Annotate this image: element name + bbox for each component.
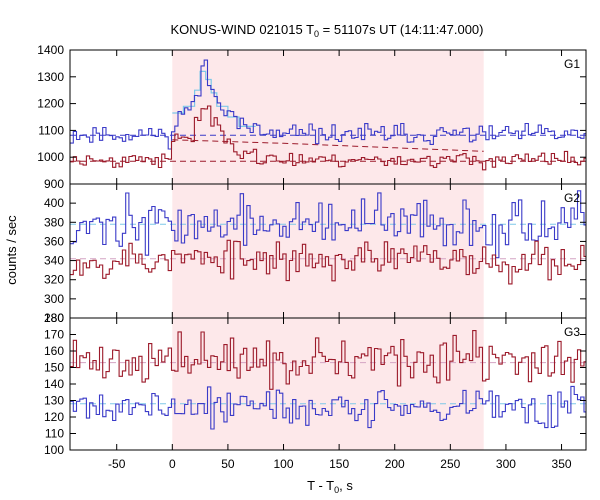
series-blue-g2 (70, 190, 586, 259)
y-tick-label-g1-1200: 1200 (37, 97, 64, 111)
y-tick-label-g3-100: 100 (44, 443, 64, 457)
series-layer (70, 59, 586, 430)
panel-label-g3: G3 (564, 325, 580, 339)
y-tick-label-g2-360: 360 (44, 234, 64, 248)
panel-label-g1: G1 (564, 57, 580, 71)
y-tick-label-g2-340: 340 (44, 254, 64, 268)
x-tick-label-0: 0 (169, 457, 176, 471)
series-red-g2 (70, 239, 586, 285)
y-tick-label-g2-280: 280 (44, 311, 64, 325)
y-tick-label-g2-320: 320 (44, 273, 64, 287)
x-tick-label--50: -50 (108, 457, 126, 471)
ticks-layer: 9001000110012001300140028030032034036038… (37, 43, 586, 471)
y-tick-label-g3-170: 170 (44, 328, 64, 342)
y-tick-label-g3-120: 120 (44, 410, 64, 424)
series-red-g3 (70, 330, 586, 390)
x-tick-label-250: 250 (440, 457, 460, 471)
shaded-interval-g3 (172, 318, 484, 450)
y-tick-label-g1-1000: 1000 (37, 150, 64, 164)
series-blue-g1 (70, 59, 586, 150)
y-tick-label-g3-180: 180 (44, 311, 64, 325)
series-blue-g3 (70, 385, 586, 430)
panel-label-g2: G2 (564, 191, 580, 205)
shaded-interval-layer (172, 50, 484, 450)
x-axis-label: T - T0, s (307, 478, 353, 495)
y-tick-label-g3-160: 160 (44, 344, 64, 358)
y-tick-label-g2-300: 300 (44, 292, 64, 306)
chart-title: KONUS-WIND 021015 T0 = 51107s UT (14:11:… (171, 22, 484, 39)
y-tick-label-g3-150: 150 (44, 361, 64, 375)
x-tick-label-300: 300 (496, 457, 516, 471)
y-axis-label: counts / sec (4, 215, 19, 285)
y-tick-label-g2-400: 400 (44, 196, 64, 210)
y-tick-label-g1-1100: 1100 (38, 123, 64, 137)
y-tick-label-g1-1400: 1400 (37, 43, 64, 57)
y-tick-label-g3-110: 110 (45, 427, 64, 441)
model-curve-g1 (172, 70, 256, 127)
x-tick-label-100: 100 (274, 457, 294, 471)
y-tick-label-g3-140: 140 (44, 377, 64, 391)
panel-labels-layer: G1 G2 G3 (564, 57, 580, 339)
series-red-g1 (70, 105, 586, 171)
y-tick-label-g2-380: 380 (44, 215, 64, 229)
baseline-dashed-g1-1 (172, 139, 484, 152)
y-tick-label-g1-1300: 1300 (37, 70, 64, 84)
y-tick-label-g1-900: 900 (44, 177, 64, 191)
x-tick-label-50: 50 (221, 457, 235, 471)
y-tick-label-g3-130: 130 (44, 394, 64, 408)
x-tick-label-200: 200 (385, 457, 405, 471)
x-tick-label-350: 350 (552, 457, 572, 471)
x-tick-label-150: 150 (329, 457, 349, 471)
